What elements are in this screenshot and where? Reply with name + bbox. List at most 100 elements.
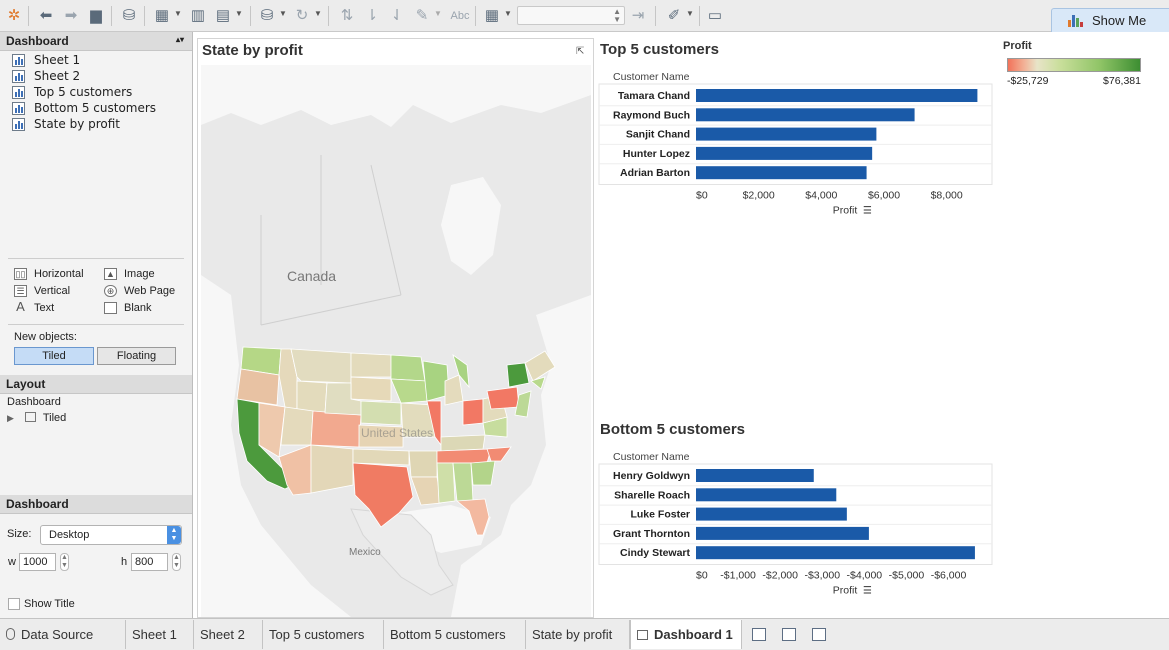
sort-descending-icon[interactable]: ⇃ — [390, 7, 404, 24]
map-state[interactable] — [278, 444, 312, 496]
show-title-checkbox[interactable] — [8, 598, 20, 610]
map-state[interactable] — [390, 354, 426, 382]
sheet-list-item[interactable]: Bottom 5 customers — [12, 101, 156, 117]
image-object[interactable]: ▲ Image — [104, 268, 155, 280]
map-state[interactable] — [486, 446, 512, 462]
map-state[interactable] — [452, 353, 470, 389]
map-state[interactable] — [350, 376, 392, 402]
map-state[interactable] — [462, 398, 484, 426]
sheet-list-item[interactable]: Top 5 customers — [12, 85, 132, 101]
tab-bottom-5-customers[interactable]: Bottom 5 customers — [384, 620, 526, 649]
map-state[interactable] — [358, 424, 404, 448]
size-select[interactable]: Desktop ▲ ▼ — [40, 525, 182, 545]
bar[interactable] — [696, 166, 867, 180]
text-object[interactable]: A Text — [14, 300, 54, 314]
map-state[interactable] — [236, 368, 280, 406]
tab-sheet-2[interactable]: Sheet 2 — [194, 620, 263, 649]
bar[interactable] — [696, 146, 873, 160]
map-state[interactable] — [310, 444, 354, 494]
chevron-down-icon[interactable]: ▼ — [504, 9, 512, 18]
map-state[interactable] — [310, 410, 362, 448]
chevron-down-icon[interactable]: ▼ — [314, 9, 322, 18]
bottom-5-bar-chart[interactable]: Customer Name Henry Goldwyn Sharelle Roach… — [597, 448, 997, 618]
map-state[interactable] — [514, 390, 532, 418]
marks-color-icon[interactable]: ✐ — [667, 7, 681, 24]
map-state[interactable] — [455, 498, 490, 536]
tab-data-source[interactable]: Data Source — [0, 620, 126, 649]
map-state[interactable] — [408, 450, 438, 478]
chevron-down-icon[interactable]: ▼ — [279, 9, 287, 18]
tableau-logo-icon[interactable]: ✲ — [7, 7, 21, 24]
chevron-down-icon[interactable]: ▼ — [434, 9, 442, 18]
expand-icon[interactable]: ⇱ — [576, 46, 585, 57]
map-state[interactable] — [486, 386, 520, 410]
bar[interactable] — [696, 469, 814, 482]
state-by-profit-zone[interactable]: State by profit ⇱ — [197, 38, 594, 618]
clear-sheet-icon[interactable]: ▤ — [215, 7, 231, 24]
map-state[interactable] — [436, 448, 492, 464]
top-5-chart-zone[interactable]: Top 5 customers Customer Name Tamara Chan… — [597, 38, 997, 228]
tiled-button[interactable]: Tiled — [14, 347, 94, 365]
swap-icon[interactable]: ⇅ — [340, 7, 354, 24]
map-state[interactable] — [296, 380, 328, 414]
presentation-icon[interactable]: ▭ — [707, 7, 723, 24]
profit-color-legend[interactable]: Profit -$25,729 $76,381 — [1003, 40, 1143, 92]
width-stepper[interactable]: ▲ ▼ — [60, 553, 69, 571]
width-input[interactable]: 1000 — [19, 553, 56, 571]
map-state[interactable] — [352, 448, 410, 466]
map-state[interactable] — [470, 460, 496, 486]
map-canvas[interactable]: Canada United States Mexico — [201, 65, 591, 617]
save-icon[interactable]: ▆ — [90, 7, 102, 24]
tab-state-by-profit[interactable]: State by profit — [526, 620, 630, 649]
sheet-list-item[interactable]: Sheet 1 — [12, 53, 80, 69]
pane-menu-icon[interactable]: ▴▾ — [175, 35, 184, 44]
map-state[interactable] — [452, 462, 474, 502]
map-state[interactable] — [530, 376, 546, 390]
sheet-list-item[interactable]: State by profit — [12, 117, 120, 133]
layout-tree-item[interactable]: ▶ Tiled — [7, 412, 66, 424]
map-state[interactable] — [350, 352, 392, 378]
top-5-bar-chart[interactable]: Customer Name Tamara Chand Raymond Buch San… — [597, 68, 997, 238]
tab-top-5-customers[interactable]: Top 5 customers — [263, 620, 384, 649]
sort-ascending-icon[interactable]: ⇂ — [365, 7, 379, 24]
chevron-down-icon[interactable]: ▼ — [235, 9, 243, 18]
duplicate-sheet-icon[interactable]: ▥ — [190, 7, 206, 24]
floating-button[interactable]: Floating — [97, 347, 176, 365]
highlight-icon[interactable]: ✎ — [415, 7, 429, 24]
chevron-down-icon[interactable]: ▼ — [174, 9, 182, 18]
map-state[interactable] — [524, 350, 556, 382]
map-state[interactable] — [440, 434, 486, 452]
map-state[interactable] — [290, 348, 352, 384]
blank-object[interactable]: Blank — [104, 302, 152, 314]
tab-sheet-1[interactable]: Sheet 1 — [126, 620, 194, 649]
web-page-object[interactable]: ⊕ Web Page — [104, 285, 175, 297]
bottom-5-chart-zone[interactable]: Bottom 5 customers Customer Name Henry Go… — [597, 418, 997, 608]
bar[interactable] — [696, 127, 877, 141]
sheet-list-item[interactable]: Sheet 2 — [12, 69, 80, 85]
map-state[interactable] — [506, 362, 530, 388]
stepper-icon[interactable]: ▲ ▼ — [613, 7, 621, 24]
new-worksheet-icon[interactable] — [752, 628, 766, 641]
layout-tree-root[interactable]: Dashboard — [7, 396, 61, 408]
bar[interactable] — [696, 526, 869, 540]
bar[interactable] — [696, 546, 975, 560]
map-state[interactable] — [280, 406, 314, 446]
map-state[interactable] — [360, 400, 402, 426]
vertical-object[interactable]: ☰ Vertical — [14, 285, 70, 297]
bar[interactable] — [696, 507, 847, 521]
new-story-icon[interactable] — [812, 628, 826, 641]
height-input[interactable]: 800 — [131, 553, 168, 571]
pause-updates-icon[interactable]: ⛁ — [260, 7, 274, 24]
forward-icon[interactable]: ➡ — [64, 7, 78, 24]
fit-width-field[interactable]: ▲ ▼ — [517, 6, 625, 25]
fit-icon[interactable]: ▦ — [484, 7, 500, 24]
map-state[interactable] — [352, 462, 414, 528]
new-dashboard-icon[interactable] — [782, 628, 796, 641]
expand-arrow-icon[interactable]: ▶ — [7, 413, 14, 423]
back-icon[interactable]: ⬅ — [39, 7, 53, 24]
height-stepper[interactable]: ▲ ▼ — [172, 553, 181, 571]
new-data-source-icon[interactable]: ⛁ — [122, 7, 136, 24]
bar[interactable] — [696, 89, 978, 102]
bar[interactable] — [696, 488, 837, 502]
bar[interactable] — [696, 108, 915, 122]
